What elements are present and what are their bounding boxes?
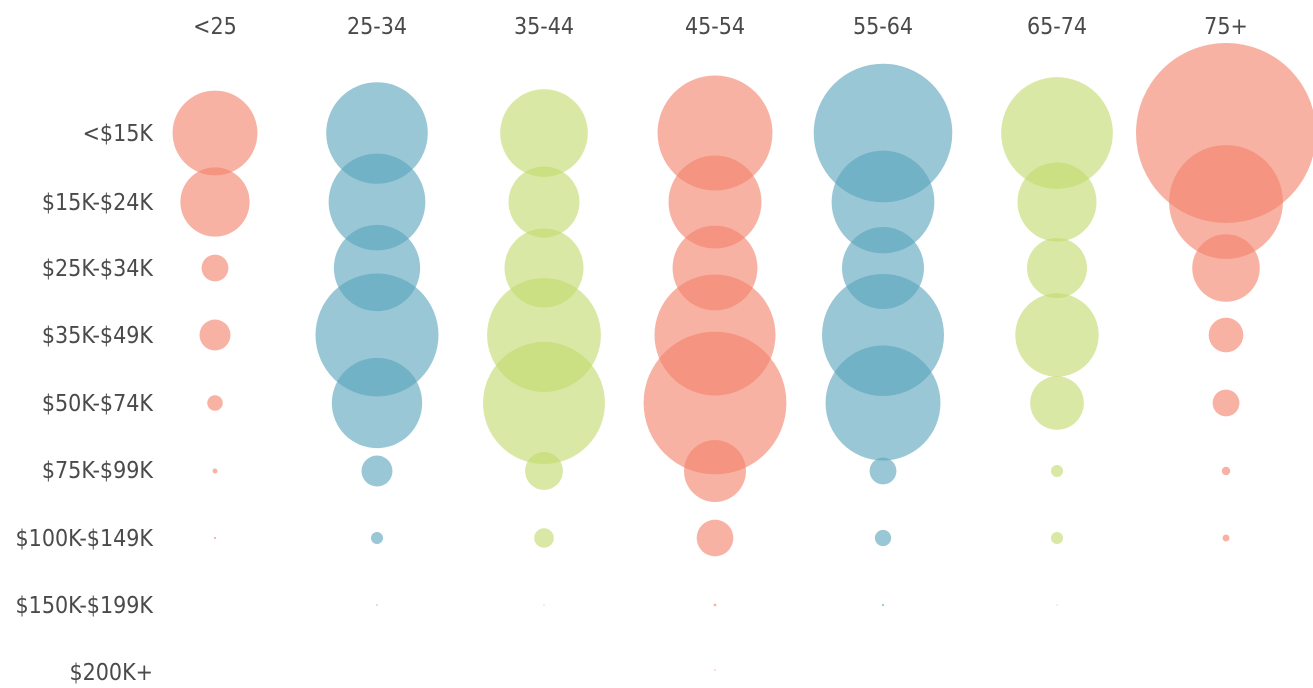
bubble-45-54-75k-99k [684, 440, 746, 502]
bubble-25-34-under-15k [326, 82, 428, 184]
row-labels: <$15K $15K-$24K $25K-$34K $35K-$49K $50K… [16, 121, 154, 686]
bubble-35-44-15k-24k [508, 166, 580, 238]
bubble-under-25-75k-99k [212, 468, 218, 474]
bubble-65-74-75k-99k [1051, 465, 1063, 477]
bubble-35-44-75k-99k [525, 452, 563, 490]
row-label-25k-34k: $25K-$34K [42, 256, 154, 282]
bubble-35-44-50k-74k [483, 342, 605, 464]
column-label-under-25: <25 [193, 14, 237, 40]
bubble-45-54-15k-24k [668, 155, 762, 249]
bubble-75-plus-35k-49k [1208, 317, 1244, 353]
row-label-35k-49k: $35K-$49K [42, 323, 154, 349]
bubble-25-34-35k-49k [315, 273, 439, 397]
bubble-65-74-50k-74k [1030, 376, 1084, 430]
bubble-55-64-15k-24k [831, 150, 935, 254]
row-label-200k-plus: $200K+ [69, 660, 153, 686]
bubble-35-44-150k-199k [543, 604, 545, 606]
bubble-under-25-35k-49k [199, 319, 231, 351]
bubble-55-64-75k-99k [869, 457, 897, 485]
bubble-25-34-15k-24k [328, 153, 426, 251]
bubble-75-plus-100k-149k [1222, 534, 1230, 542]
row-label-50k-74k: $50K-$74K [42, 391, 154, 417]
bubble-under-25-50k-74k [207, 395, 223, 411]
bubble-65-74-under-15k [1001, 77, 1113, 189]
bubble-55-64-50k-74k [825, 345, 941, 461]
column-label-75-plus: 75+ [1204, 14, 1248, 40]
bubble-75-plus-50k-74k [1212, 389, 1240, 417]
bubble-45-54-under-15k [657, 75, 773, 191]
bubble-45-54-200k-plus [714, 669, 716, 671]
bubble-75-plus-25k-34k [1192, 234, 1260, 302]
bubble-25-34-50k-74k [331, 357, 423, 449]
bubble-35-44-under-15k [500, 89, 588, 177]
column-label-65-74: 65-74 [1027, 14, 1087, 40]
row-label-150k-199k: $150K-$199K [16, 593, 154, 619]
bubble-75-plus-75k-99k [1221, 466, 1231, 476]
bubble-65-74-15k-24k [1017, 162, 1097, 242]
bubble-layer [172, 43, 1313, 671]
column-label-25-34: 25-34 [347, 14, 407, 40]
column-labels: <25 25-34 35-44 45-54 55-64 65-74 75+ [193, 14, 1248, 40]
bubble-under-25-25k-34k [201, 254, 229, 282]
bubble-25-34-75k-99k [361, 455, 393, 487]
row-label-100k-149k: $100K-$149K [16, 526, 154, 552]
bubble-45-54-100k-149k [696, 519, 734, 557]
column-label-45-54: 45-54 [685, 14, 745, 40]
bubble-65-74-150k-199k [1056, 604, 1058, 606]
bubble-65-74-100k-149k [1051, 532, 1063, 544]
bubble-65-74-25k-34k [1027, 238, 1087, 298]
bubble-25-34-100k-149k [371, 532, 383, 544]
bubble-75-plus-15k-24k [1169, 145, 1283, 259]
column-label-35-44: 35-44 [514, 14, 574, 40]
bubble-45-54-150k-199k [713, 603, 717, 607]
row-label-15k-24k: $15K-$24K [42, 190, 154, 216]
bubble-under-25-under-15k [172, 90, 258, 176]
column-label-55-64: 55-64 [853, 14, 913, 40]
bubble-65-74-35k-49k [1015, 293, 1099, 377]
bubble-under-25-100k-149k [213, 536, 217, 540]
bubble-35-44-100k-149k [534, 528, 554, 548]
bubble-25-34-150k-199k [376, 604, 378, 606]
bubble-45-54-50k-74k [643, 331, 787, 475]
bubble-55-64-100k-149k [874, 529, 892, 547]
row-label-under-15k: <$15K [83, 121, 154, 147]
bubble-55-64-150k-199k [881, 603, 885, 607]
row-label-75k-99k: $75K-$99K [42, 458, 154, 484]
bubble-under-25-15k-24k [180, 167, 250, 237]
